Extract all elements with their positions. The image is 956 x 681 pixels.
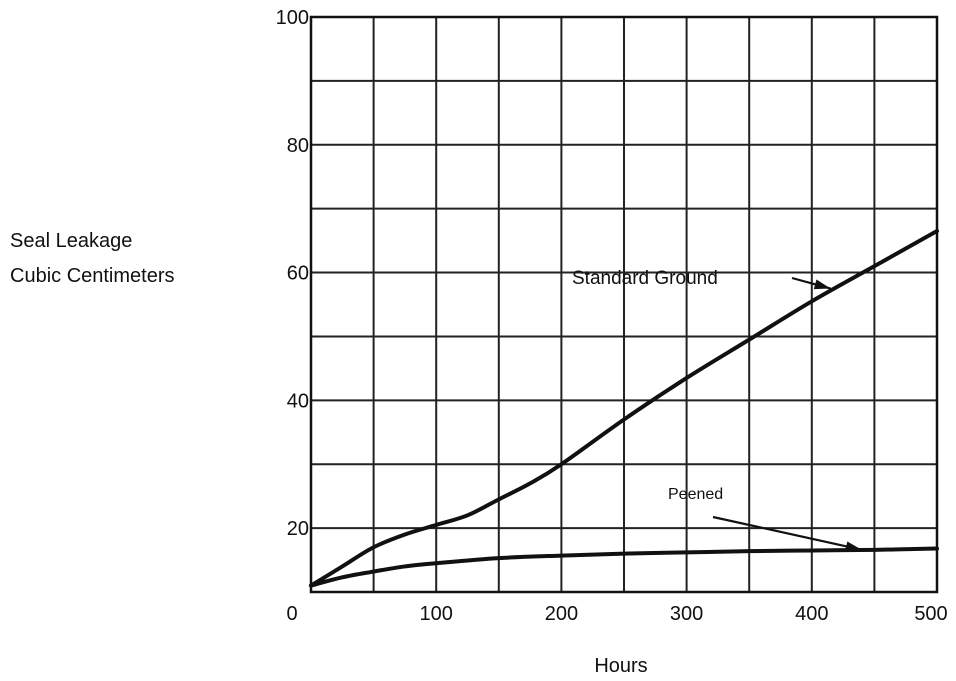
series-line-standard-ground: [309, 229, 939, 588]
x-tick-label: 500: [914, 603, 947, 625]
leader-line-peened: [712, 515, 863, 551]
x-tick-label: 100: [420, 603, 453, 625]
series-lines: [309, 229, 939, 588]
series-label-peened: Peened: [668, 486, 723, 503]
y-axis-title-line-2: Cubic Centimeters: [10, 265, 175, 287]
y-axis-title-line-1: Seal Leakage: [10, 230, 132, 252]
plot-frame: [309, 15, 939, 594]
y-tick-label: 60: [287, 263, 309, 285]
x-tick-labels: 0 100 200 300 400 500: [286, 603, 947, 625]
x-tick-label: 400: [795, 603, 828, 625]
arrowhead-standard-ground: [813, 279, 831, 290]
y-tick-label: 80: [287, 135, 309, 157]
series-annotations: Standard Ground Peened: [572, 268, 863, 552]
y-tick-labels: 20 40 60 80 100: [276, 7, 309, 540]
x-axis-title: Hours: [594, 655, 647, 677]
series-line-peened: [309, 546, 939, 588]
x-tick-label: 200: [545, 603, 578, 625]
y-tick-label: 100: [276, 7, 309, 29]
arrowhead-peened: [845, 541, 862, 552]
y-tick-label: 20: [287, 518, 309, 540]
x-tick-label: 300: [670, 603, 703, 625]
series-label-standard-ground: Standard Ground: [572, 268, 718, 289]
chart-grid: [311, 17, 937, 592]
x-tick-label: 0: [286, 603, 297, 625]
y-tick-label: 40: [287, 390, 309, 412]
